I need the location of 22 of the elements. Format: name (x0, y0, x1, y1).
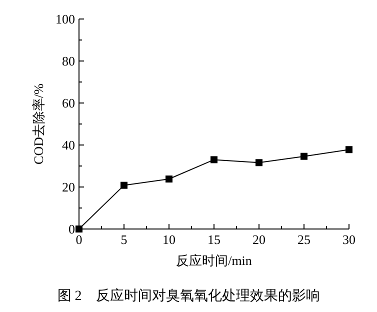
point (76, 226, 82, 232)
x-tick-label: 20 (252, 232, 266, 247)
y-axis-title: COD去除率/% (31, 83, 46, 164)
x-tick-label: 15 (208, 232, 220, 247)
y-tick-label: 20 (62, 180, 75, 194)
y-tick-label: 60 (62, 96, 75, 110)
point (166, 176, 172, 183)
y-tick-label: 100 (56, 12, 75, 26)
point (210, 156, 218, 164)
caption: 图 2 反应时间对臭氧氧化处理效果的影响 (57, 288, 320, 304)
x-tick-label: 5 (120, 232, 128, 247)
y-tick-label: 80 (62, 54, 75, 68)
x-tick-label: 25 (298, 232, 310, 247)
point (300, 152, 308, 160)
y-tick-label: 40 (62, 138, 75, 152)
x-axis-title: 反应时间/min (176, 253, 252, 268)
point (346, 146, 352, 154)
point (256, 159, 262, 166)
x-tick-label: 10 (162, 232, 176, 247)
x-tick-label: 30 (342, 232, 356, 247)
point (120, 182, 128, 189)
y-tick-label: 0 (68, 222, 75, 236)
